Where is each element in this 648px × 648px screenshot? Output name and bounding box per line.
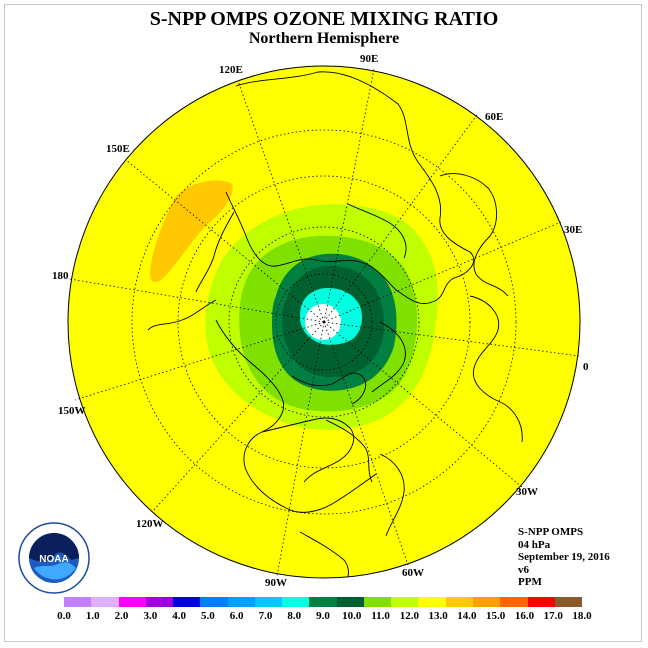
colorbar-tick-label: 7.0 bbox=[258, 610, 273, 622]
lon-120e-label: 120E bbox=[219, 64, 243, 76]
lon-60e-label: 60E bbox=[485, 111, 503, 123]
graticule bbox=[69, 68, 580, 577]
date-label: September 19, 2016 bbox=[518, 551, 610, 563]
colorbar-swatch bbox=[391, 597, 419, 607]
colorbar-swatch bbox=[445, 597, 473, 607]
lon-150e-label: 150E bbox=[106, 143, 130, 155]
colorbar-swatch bbox=[200, 597, 228, 607]
info-block: S-NPP OMPS 04 hPa September 19, 2016 v6 … bbox=[518, 526, 610, 589]
lon-30e-label: 30E bbox=[564, 224, 582, 236]
noaa-logo-icon: NOAA bbox=[18, 522, 90, 594]
colorbar-swatch bbox=[363, 597, 392, 607]
colorbar-tick-label: 10.0 bbox=[342, 610, 362, 622]
map-boundary bbox=[67, 65, 581, 579]
lon-120w-label: 120W bbox=[136, 518, 164, 530]
colorbar-tick-label: 0.0 bbox=[57, 610, 71, 622]
version-label: v6 bbox=[518, 563, 529, 576]
lon-180-label: 180 bbox=[52, 270, 69, 282]
lon-60w-label: 60W bbox=[402, 567, 424, 579]
colorbar-tick-label: 1.0 bbox=[85, 610, 100, 622]
colorbar-tick-label: 17.0 bbox=[543, 610, 563, 622]
lon-90e-label: 90E bbox=[360, 53, 378, 65]
colorbar-swatch bbox=[472, 597, 501, 607]
colorbar-tick-label: 16.0 bbox=[514, 610, 535, 622]
ozone-region-14-orange bbox=[150, 180, 233, 283]
colorbar-swatch bbox=[282, 597, 310, 607]
colorbar-swatch bbox=[145, 597, 174, 607]
lon-30w-label: 30W bbox=[516, 486, 538, 498]
colorbar-tick-label: 3.0 bbox=[143, 610, 158, 622]
colorbar-swatch bbox=[418, 597, 446, 607]
map-title: S-NPP OMPS OZONE MIXING RATIO bbox=[149, 8, 499, 30]
colorbar-tick-label: 4.0 bbox=[172, 610, 186, 622]
colorbar-swatch bbox=[554, 597, 583, 607]
colorbar-tick-label: 2.0 bbox=[114, 610, 129, 622]
lon-150w-label: 150W bbox=[58, 405, 86, 417]
figure-border bbox=[4, 4, 642, 642]
colorbar-tick-label: 13.0 bbox=[428, 610, 448, 622]
colorbar-ticks: 0.0 1.0 2.0 3.0 4.0 5.0 6.0 7.0 8.0 9.0 10.0 11.0 12… bbox=[57, 610, 592, 624]
colorbar-swatch bbox=[173, 597, 201, 607]
colorbar bbox=[64, 597, 583, 607]
coastlines bbox=[147, 71, 523, 578]
colorbar-tick-label: 14.0 bbox=[457, 610, 477, 622]
colorbar-swatch bbox=[64, 597, 92, 607]
colorbar-swatch bbox=[118, 597, 146, 607]
colorbar-swatch bbox=[500, 597, 528, 607]
colorbar-tick-label: 6.0 bbox=[229, 610, 244, 622]
units-label: PPM bbox=[518, 576, 542, 588]
pressure-label: 04 hPa bbox=[518, 538, 551, 551]
colorbar-tick-label: 9.0 bbox=[316, 610, 330, 622]
lon-0-label: 0 bbox=[583, 361, 589, 373]
colorbar-tick-label: 18.0 bbox=[572, 610, 592, 622]
colorbar-swatch bbox=[336, 597, 364, 607]
colorbar-swatch bbox=[309, 597, 337, 607]
colorbar-tick-label: 8.0 bbox=[287, 610, 302, 622]
instrument-label: S-NPP OMPS bbox=[518, 526, 584, 538]
colorbar-tick-label: 12.0 bbox=[399, 610, 419, 622]
colorbar-tick-label: 5.0 bbox=[201, 610, 215, 622]
colorbar-swatch bbox=[227, 597, 255, 607]
lon-90w-label: 90W bbox=[265, 577, 287, 589]
colorbar-tick-label: 15.0 bbox=[486, 610, 506, 622]
colorbar-tick-label: 11.0 bbox=[371, 610, 390, 622]
colorbar-swatch bbox=[527, 597, 555, 607]
colorbar-swatch bbox=[254, 597, 283, 607]
logo-text: NOAA bbox=[39, 554, 68, 565]
colorbar-swatch bbox=[91, 597, 119, 607]
map-subtitle: Northern Hemisphere bbox=[248, 30, 400, 47]
